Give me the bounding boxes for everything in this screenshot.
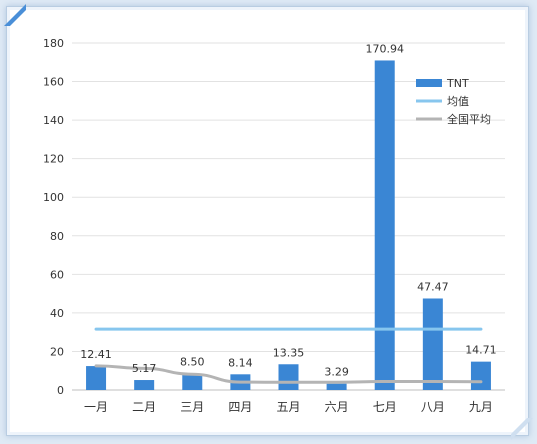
bar [134,380,155,390]
data-label: 5.17 [132,362,157,375]
data-label: 47.47 [417,280,449,293]
bar [326,383,347,390]
bar [86,366,107,390]
y-tick-label: 180 [43,37,64,50]
gridlines [72,42,505,391]
x-tick-label: 二月 [132,400,156,414]
legend-label: 全国平均 [447,112,491,126]
x-tick-label: 一月 [84,400,108,414]
x-tick-label: 七月 [373,400,397,414]
y-tick-label: 100 [43,191,64,204]
x-tick-label: 四月 [228,400,252,414]
line-series [94,327,483,384]
series-line [94,364,483,384]
y-tick-label: 20 [50,345,64,358]
y-tick-label: 140 [43,114,64,127]
y-axis: 0 20 40 60 80 100 120 140 160 180 [43,37,64,397]
data-label: 3.29 [324,366,349,379]
corner-decoration-top-left [4,4,26,26]
legend-label: TNT [446,77,469,90]
data-label: 8.50 [180,356,205,369]
x-axis: 一月 二月 三月 四月 五月 六月 七月 八月 九月 [84,400,493,414]
legend-swatch [416,79,442,87]
data-label: 12.41 [80,348,112,361]
y-tick-label: 60 [50,268,64,281]
y-tick-label: 120 [43,153,64,166]
x-tick-label: 六月 [325,400,349,414]
x-tick-label: 三月 [180,400,204,414]
bar [278,364,299,390]
data-label: 13.35 [273,346,305,359]
y-tick-label: 80 [50,230,64,243]
y-tick-label: 160 [43,76,64,89]
bar [374,60,395,390]
bar-series [86,60,491,390]
x-tick-label: 五月 [276,400,300,414]
data-label: 14.71 [465,344,497,357]
data-label: 170.94 [365,42,404,55]
bar [470,361,491,390]
bar [182,373,203,390]
corner-decoration-bottom-right [511,418,533,440]
bar [422,298,443,390]
data-labels: 12.41 5.17 8.50 8.14 13.35 3.29 170.94 47.47 14.… [80,42,496,378]
legend-label: 均值 [447,95,469,108]
x-tick-label: 八月 [421,400,445,414]
y-tick-label: 40 [50,307,64,320]
data-label: 8.14 [228,356,253,369]
y-tick-label: 0 [57,384,64,397]
x-tick-label: 九月 [469,400,493,414]
